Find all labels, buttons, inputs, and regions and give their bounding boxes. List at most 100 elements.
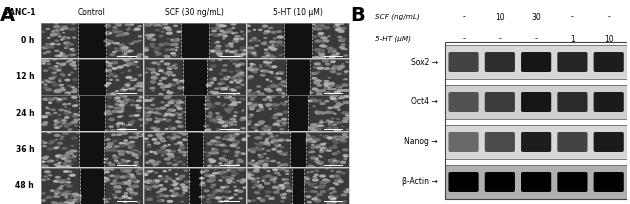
- Circle shape: [265, 191, 271, 193]
- Circle shape: [260, 186, 263, 188]
- Circle shape: [179, 178, 183, 179]
- Circle shape: [175, 187, 180, 189]
- Circle shape: [261, 43, 263, 44]
- Circle shape: [166, 95, 171, 97]
- Circle shape: [130, 141, 134, 143]
- Circle shape: [165, 150, 171, 152]
- Circle shape: [236, 147, 239, 149]
- Circle shape: [44, 84, 47, 85]
- Circle shape: [317, 145, 319, 146]
- Bar: [41, 95, 79, 131]
- Circle shape: [121, 159, 123, 160]
- Circle shape: [130, 192, 135, 194]
- Circle shape: [343, 134, 347, 135]
- Circle shape: [129, 185, 131, 186]
- Circle shape: [148, 135, 152, 136]
- Text: Control: Control: [78, 8, 106, 17]
- Circle shape: [67, 191, 71, 192]
- Circle shape: [106, 146, 112, 148]
- Bar: [445, 125, 627, 159]
- Circle shape: [234, 41, 238, 42]
- Circle shape: [135, 105, 139, 106]
- Circle shape: [129, 27, 130, 28]
- Circle shape: [280, 44, 284, 45]
- Circle shape: [346, 61, 348, 62]
- Circle shape: [145, 47, 149, 48]
- Circle shape: [267, 171, 270, 172]
- Circle shape: [240, 72, 244, 73]
- Circle shape: [275, 76, 279, 78]
- Circle shape: [68, 202, 74, 204]
- Circle shape: [221, 33, 226, 34]
- Circle shape: [271, 84, 275, 85]
- Circle shape: [129, 43, 131, 44]
- Circle shape: [326, 135, 328, 136]
- Circle shape: [136, 201, 140, 202]
- Circle shape: [105, 148, 108, 149]
- Circle shape: [233, 76, 236, 77]
- Circle shape: [146, 34, 151, 36]
- Circle shape: [256, 69, 259, 70]
- Circle shape: [283, 111, 289, 113]
- Circle shape: [159, 185, 163, 186]
- Circle shape: [330, 147, 332, 148]
- Circle shape: [167, 92, 173, 94]
- Circle shape: [127, 152, 132, 154]
- Circle shape: [315, 111, 319, 113]
- Circle shape: [272, 149, 276, 150]
- Circle shape: [43, 59, 47, 60]
- Circle shape: [61, 194, 67, 196]
- FancyBboxPatch shape: [449, 92, 479, 112]
- Circle shape: [262, 43, 266, 44]
- Circle shape: [66, 182, 71, 183]
- Circle shape: [66, 46, 69, 47]
- Circle shape: [329, 188, 335, 189]
- Circle shape: [276, 135, 278, 136]
- Circle shape: [228, 134, 233, 136]
- Circle shape: [229, 136, 232, 137]
- Circle shape: [69, 28, 74, 30]
- Circle shape: [45, 198, 47, 199]
- Circle shape: [72, 115, 78, 116]
- Circle shape: [173, 185, 176, 186]
- Circle shape: [166, 120, 169, 121]
- Circle shape: [64, 193, 70, 195]
- Circle shape: [172, 192, 178, 194]
- Circle shape: [121, 163, 124, 164]
- Bar: [306, 132, 349, 167]
- Circle shape: [126, 183, 131, 184]
- Circle shape: [155, 29, 159, 31]
- Circle shape: [209, 165, 212, 166]
- Circle shape: [119, 187, 122, 188]
- Circle shape: [209, 175, 215, 177]
- Circle shape: [105, 171, 109, 173]
- Circle shape: [171, 53, 175, 54]
- Circle shape: [222, 138, 226, 139]
- Circle shape: [72, 62, 76, 63]
- Circle shape: [171, 195, 176, 196]
- Circle shape: [73, 89, 77, 90]
- Circle shape: [226, 86, 229, 87]
- Circle shape: [336, 171, 341, 173]
- Circle shape: [309, 152, 311, 153]
- Circle shape: [178, 194, 183, 196]
- Circle shape: [328, 107, 332, 109]
- Circle shape: [66, 196, 67, 197]
- Circle shape: [171, 180, 174, 181]
- Circle shape: [43, 145, 45, 146]
- Circle shape: [108, 41, 113, 43]
- Circle shape: [229, 93, 234, 95]
- Circle shape: [282, 125, 285, 126]
- Circle shape: [209, 152, 214, 154]
- Circle shape: [115, 107, 120, 109]
- Bar: [41, 168, 79, 204]
- Circle shape: [54, 180, 59, 182]
- Circle shape: [108, 198, 110, 199]
- Circle shape: [329, 193, 333, 194]
- Circle shape: [120, 169, 125, 171]
- Circle shape: [43, 98, 49, 100]
- Circle shape: [233, 129, 239, 131]
- Circle shape: [59, 36, 61, 37]
- Circle shape: [163, 115, 167, 116]
- Circle shape: [157, 119, 161, 121]
